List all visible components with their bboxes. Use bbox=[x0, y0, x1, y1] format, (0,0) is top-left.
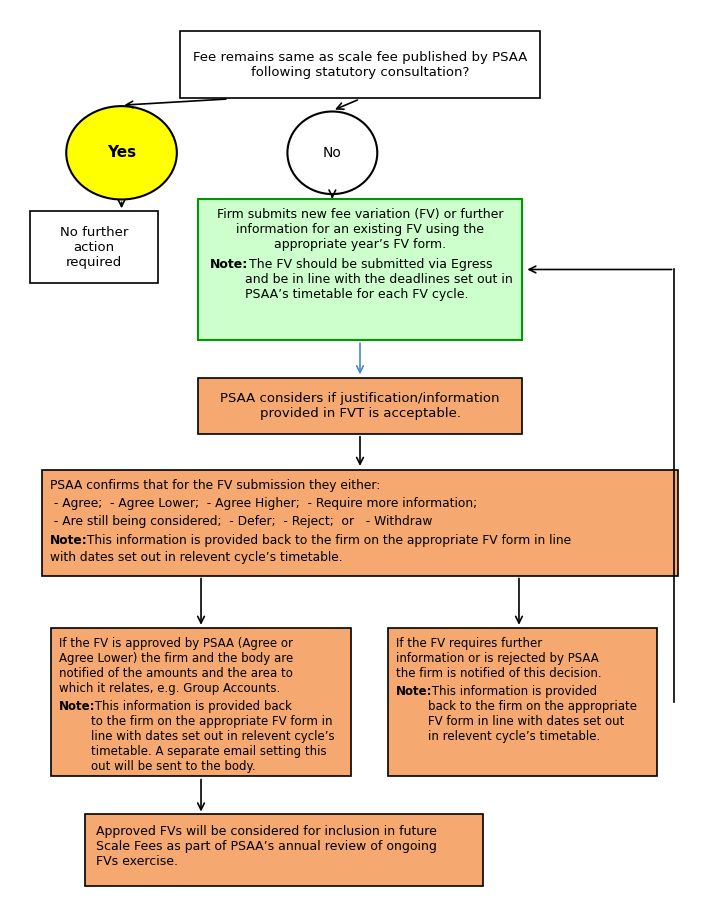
Text: No further
action
required: No further action required bbox=[60, 225, 128, 268]
Text: No: No bbox=[323, 146, 342, 159]
Text: Yes: Yes bbox=[107, 146, 136, 160]
Text: Approved FVs will be considered for inclusion in future
Scale Fees as part of PS: Approved FVs will be considered for incl… bbox=[96, 825, 436, 868]
Text: with dates set out in relevent cycle’s timetable.: with dates set out in relevent cycle’s t… bbox=[50, 551, 343, 564]
Text: - Are still being considered;  - Defer;  - Reject;  or   - Withdraw: - Are still being considered; - Defer; -… bbox=[50, 516, 433, 529]
Text: PSAA considers if justification/information
provided in FVT is acceptable.: PSAA considers if justification/informat… bbox=[220, 392, 500, 420]
Text: This information is provided back to the firm on the appropriate FV form in line: This information is provided back to the… bbox=[83, 534, 571, 547]
Text: - Agree;  - Agree Lower;  - Agree Higher;  - Require more information;: - Agree; - Agree Lower; - Agree Higher; … bbox=[50, 497, 477, 510]
FancyBboxPatch shape bbox=[50, 628, 351, 776]
FancyBboxPatch shape bbox=[42, 470, 678, 575]
Text: If the FV requires further
information or is rejected by PSAA
the firm is notifi: If the FV requires further information o… bbox=[396, 638, 602, 680]
Text: Fee remains same as scale fee published by PSAA
following statutory consultation: Fee remains same as scale fee published … bbox=[193, 50, 527, 79]
FancyBboxPatch shape bbox=[387, 628, 657, 776]
Text: If the FV is approved by PSAA (Agree or
Agree Lower) the firm and the body are
n: If the FV is approved by PSAA (Agree or … bbox=[59, 638, 293, 695]
FancyBboxPatch shape bbox=[30, 212, 158, 283]
Text: The FV should be submitted via Egress
and be in line with the deadlines set out : The FV should be submitted via Egress an… bbox=[246, 257, 513, 300]
Text: This information is provided
back to the firm on the appropriate
FV form in line: This information is provided back to the… bbox=[428, 684, 637, 743]
FancyBboxPatch shape bbox=[197, 377, 523, 434]
Ellipse shape bbox=[66, 106, 177, 200]
Ellipse shape bbox=[287, 112, 377, 194]
Text: Note:: Note: bbox=[59, 700, 96, 713]
FancyBboxPatch shape bbox=[180, 31, 540, 99]
Text: PSAA confirms that for the FV submission they either:: PSAA confirms that for the FV submission… bbox=[50, 479, 381, 492]
FancyBboxPatch shape bbox=[197, 199, 523, 341]
Text: This information is provided back
to the firm on the appropriate FV form in
line: This information is provided back to the… bbox=[91, 700, 335, 773]
Text: Note:: Note: bbox=[396, 684, 433, 698]
FancyBboxPatch shape bbox=[85, 814, 482, 886]
Text: Firm submits new fee variation (FV) or further
information for an existing FV us: Firm submits new fee variation (FV) or f… bbox=[217, 208, 503, 251]
Text: Note:: Note: bbox=[210, 257, 248, 271]
Text: Note:: Note: bbox=[50, 534, 88, 547]
